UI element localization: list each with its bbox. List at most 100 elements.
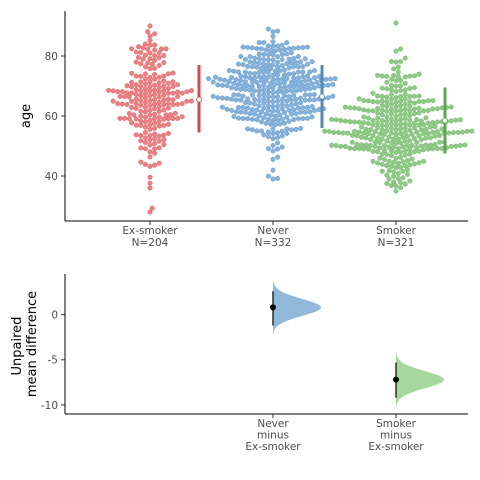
data-point-smoker [382, 147, 388, 153]
data-point-smoker [333, 143, 339, 149]
data-point-exsmoker [124, 83, 130, 89]
data-point-smoker [388, 59, 394, 65]
data-point-smoker [421, 108, 427, 114]
data-point-smoker [455, 130, 461, 136]
data-point-smoker [402, 152, 408, 158]
data-point-never [295, 116, 301, 122]
data-point-never [245, 44, 251, 50]
data-point-never [277, 81, 283, 87]
data-point-never [270, 43, 276, 49]
data-point-exsmoker [135, 54, 141, 60]
data-point-exsmoker [165, 71, 171, 77]
data-point-smoker [393, 20, 399, 26]
data-point-never [249, 107, 255, 113]
data-point-smoker [347, 145, 353, 151]
data-point-smoker [398, 164, 404, 170]
data-point-never [275, 54, 281, 60]
data-point-smoker [379, 122, 385, 128]
data-point-smoker [411, 93, 417, 99]
data-point-never [270, 57, 276, 63]
data-point-smoker [372, 139, 378, 145]
data-point-never [270, 94, 276, 100]
data-point-exsmoker [152, 96, 158, 102]
data-point-smoker [361, 130, 367, 136]
data-point-never [279, 144, 285, 150]
data-point-smoker [347, 119, 353, 125]
data-point-never [279, 116, 285, 122]
data-point-exsmoker [152, 141, 158, 147]
data-point-smoker [446, 130, 452, 136]
data-point-smoker [386, 168, 392, 174]
data-point-never [231, 114, 237, 120]
data-point-never [235, 115, 241, 121]
data-point-smoker [407, 122, 413, 128]
data-point-smoker [398, 140, 404, 146]
data-point-smoker [428, 142, 434, 148]
data-point-exsmoker [156, 145, 162, 151]
data-point-exsmoker [147, 154, 153, 160]
data-point-smoker [407, 127, 413, 133]
data-point-never [270, 90, 276, 96]
data-point-never [265, 57, 271, 63]
data-point-smoker [375, 160, 381, 166]
data-point-smoker [428, 124, 434, 130]
data-point-never [265, 89, 271, 95]
data-point-never [305, 61, 311, 67]
data-point-smoker [375, 115, 381, 121]
data-point-smoker [384, 138, 390, 144]
data-point-never [275, 134, 281, 140]
data-point-smoker [365, 120, 371, 126]
data-point-never [270, 156, 276, 162]
comparison-label-smoker-vs-exsmoker: Smoker [376, 418, 416, 430]
data-point-never [256, 98, 262, 104]
data-point-exsmoker [161, 132, 167, 138]
data-point-exsmoker [165, 121, 171, 127]
data-point-smoker [407, 93, 413, 99]
data-point-smoker [434, 146, 440, 152]
data-point-smoker [402, 87, 408, 93]
data-point-never [279, 76, 285, 82]
data-point-smoker [386, 158, 392, 164]
data-point-never [265, 173, 271, 179]
data-point-smoker [379, 93, 385, 99]
data-point-never [226, 68, 232, 74]
data-point-never [330, 81, 336, 87]
data-point-smoker [425, 108, 431, 114]
data-point-never [240, 44, 246, 50]
data-point-smoker [388, 121, 394, 127]
data-point-exsmoker [156, 84, 162, 90]
data-point-never [265, 26, 271, 32]
data-point-smoker [388, 76, 394, 82]
data-point-never [263, 120, 269, 126]
data-point-never [298, 100, 304, 106]
data-point-smoker [407, 151, 413, 157]
data-point-smoker [423, 126, 429, 132]
data-point-exsmoker [152, 150, 158, 156]
data-point-never [300, 69, 306, 75]
data-point-never [231, 68, 237, 74]
data-point-never [279, 106, 285, 112]
data-point-never [261, 52, 267, 58]
bottom-y-tick-label: 0 [51, 309, 58, 321]
data-point-never [252, 55, 258, 61]
data-point-exsmoker [152, 87, 158, 93]
data-point-exsmoker [147, 185, 153, 191]
data-point-never [309, 104, 315, 110]
data-point-never [302, 92, 308, 98]
data-point-exsmoker [147, 126, 153, 132]
data-point-never [291, 71, 297, 77]
data-point-exsmoker [133, 73, 139, 79]
data-point-smoker [418, 137, 424, 143]
data-point-never [277, 47, 283, 53]
data-point-exsmoker [152, 106, 158, 112]
data-point-smoker [352, 105, 358, 111]
data-point-exsmoker [152, 120, 158, 126]
data-point-smoker [418, 143, 424, 149]
data-point-never [268, 112, 274, 118]
data-point-smoker [393, 83, 399, 89]
data-point-never [265, 146, 271, 152]
data-point-exsmoker [170, 79, 176, 85]
data-point-smoker [384, 181, 390, 187]
data-point-smoker [331, 130, 337, 136]
